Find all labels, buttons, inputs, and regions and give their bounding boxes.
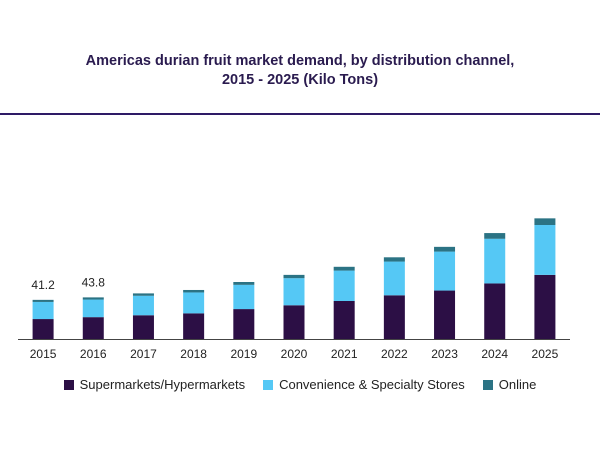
bar-2024-series-1 — [484, 238, 506, 284]
legend-swatch-0 — [63, 379, 74, 390]
bar-2025-series-1 — [534, 225, 556, 275]
data-label-2016: 43.8 — [82, 275, 106, 289]
x-tick-label-2017: 2017 — [130, 347, 157, 361]
bar-2021-series-0 — [333, 301, 355, 339]
bar-2016-series-1 — [82, 299, 104, 318]
bar-2017-series-0 — [132, 315, 154, 339]
bar-2025-series-0 — [534, 274, 556, 339]
x-tick-label-2019: 2019 — [230, 347, 257, 361]
x-tick-label-2020: 2020 — [281, 347, 308, 361]
legend-item-0: Supermarkets/Hypermarkets — [63, 377, 246, 392]
bar-2023-series-0 — [434, 290, 456, 339]
x-tick-label-2016: 2016 — [80, 347, 107, 361]
x-tick-label-2015: 2015 — [30, 347, 57, 361]
bar-2021-series-1 — [333, 270, 355, 301]
chart-title: Americas durian fruit market demand, by … — [0, 52, 600, 90]
title-divider — [0, 113, 600, 115]
legend-label-2: Online — [498, 377, 537, 392]
x-tick-label-2025: 2025 — [532, 347, 559, 361]
bar-2017-series-1 — [132, 295, 154, 316]
legend-swatch-1 — [263, 379, 274, 390]
legend-label-0: Supermarkets/Hypermarkets — [79, 377, 246, 392]
bar-2022-series-2 — [383, 257, 405, 262]
bar-2019-series-1 — [233, 284, 255, 310]
data-label-2015: 41.2 — [31, 278, 55, 292]
legend: Supermarkets/Hypermarkets Convenience & S… — [0, 377, 600, 392]
bar-2021-series-2 — [333, 266, 355, 271]
x-tick-labels: 2015 2016 2017 2018 2019 2020 2021 2022 2023 2024… — [30, 347, 559, 361]
legend-item-2: Online — [482, 377, 537, 392]
legend-label-1: Convenience & Specialty Stores — [279, 377, 465, 392]
x-tick-label-2021: 2021 — [331, 347, 358, 361]
x-tick-label-2024: 2024 — [481, 347, 508, 361]
x-tick-label-2018: 2018 — [180, 347, 207, 361]
bar-2019-series-2 — [233, 282, 255, 285]
bar-2022-series-1 — [383, 261, 405, 296]
bar-2020-series-2 — [283, 274, 305, 279]
chart-title-line-2: 2015 - 2025 (Kilo Tons) — [221, 72, 379, 88]
bar-2022-series-0 — [383, 295, 405, 339]
bar-2020-series-1 — [283, 278, 305, 306]
bar-2018-series-1 — [183, 292, 205, 314]
bar-2019-series-0 — [233, 309, 255, 339]
bar-2023-series-2 — [434, 246, 456, 252]
bar-2015-series-2 — [32, 299, 54, 302]
x-tick-label-2023: 2023 — [431, 347, 458, 361]
bar-2016-series-0 — [82, 317, 104, 339]
bar-2025-series-2 — [534, 218, 556, 225]
chart-title-line-1: Americas durian fruit market demand, by … — [85, 53, 515, 69]
bar-2015-series-1 — [32, 301, 54, 320]
bar-2018-series-2 — [183, 289, 205, 293]
bar-2015-series-0 — [32, 319, 54, 339]
bar-2023-series-1 — [434, 251, 456, 291]
bar-2017-series-2 — [132, 293, 154, 296]
bars-group — [32, 218, 556, 339]
x-tick-label-2022: 2022 — [381, 347, 408, 361]
bar-2016-series-2 — [82, 297, 104, 300]
bar-2024-series-0 — [484, 283, 506, 339]
legend-item-1: Convenience & Specialty Stores — [263, 377, 465, 392]
data-labels: 41.2 43.8 — [31, 275, 105, 291]
bar-2024-series-2 — [484, 233, 506, 239]
bar-2018-series-0 — [183, 313, 205, 339]
legend-swatch-2 — [482, 379, 493, 390]
bar-2020-series-0 — [283, 305, 305, 339]
